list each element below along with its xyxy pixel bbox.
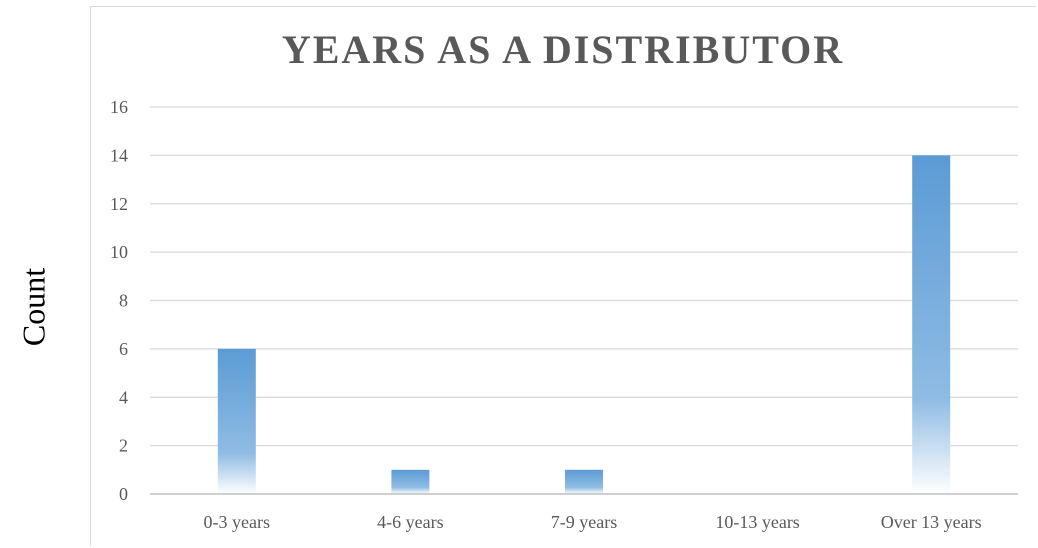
bar-7-9-years (565, 469, 603, 494)
y-tick-label: 8 (119, 291, 128, 311)
y-tick-label: 12 (110, 194, 128, 214)
y-tick-label: 4 (119, 387, 128, 407)
x-tick-labels: 0-3 years 4-6 years 7-9 years 10-13 years Ov… (204, 512, 982, 532)
y-tick-label: 0 (119, 484, 128, 504)
x-tick-label: 0-3 years (204, 512, 270, 532)
y-tick-label: 10 (110, 242, 128, 262)
bars (217, 155, 951, 494)
bar-4-6-years (391, 469, 430, 494)
x-tick-label: Over 13 years (881, 512, 982, 532)
y-tick-label: 2 (119, 436, 128, 456)
bar-0-3-years (217, 348, 256, 494)
gridlines (150, 106, 1018, 447)
x-tick-label: 4-6 years (377, 512, 443, 532)
y-tick-label: 14 (110, 145, 128, 165)
chart-title: YEARS AS A DISTRIBUTOR (281, 27, 845, 72)
y-tick-labels: 0 2 4 6 8 10 12 14 16 (110, 97, 128, 504)
y-tick-label: 6 (119, 339, 128, 359)
bar-over-13-years (912, 155, 951, 494)
x-tick-label: 7-9 years (551, 512, 617, 532)
x-tick-label: 10-13 years (715, 512, 799, 532)
y-tick-label: 16 (110, 97, 128, 117)
